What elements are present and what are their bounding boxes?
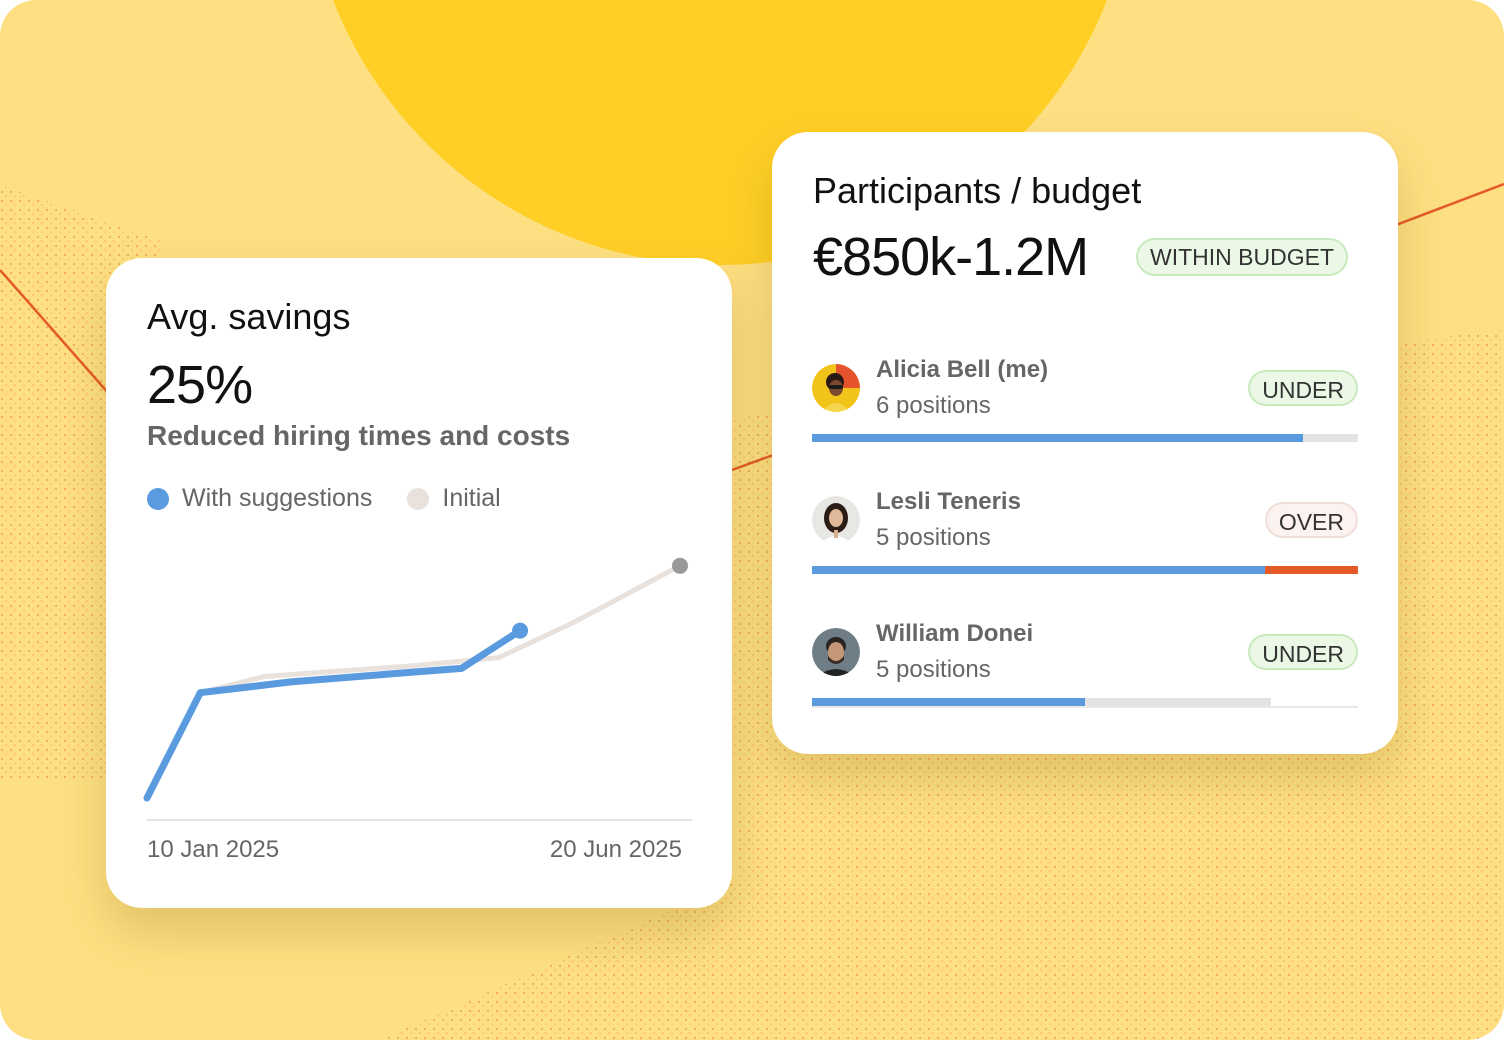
within-budget-badge: WITHIN BUDGET xyxy=(1136,238,1348,276)
series-end-point-with-suggestions xyxy=(512,622,529,639)
accent-line-mid xyxy=(731,452,777,472)
progress-fill xyxy=(812,434,1304,442)
series-end-point-initial xyxy=(672,557,688,574)
budget-progress-bar xyxy=(812,566,1358,574)
participant-row[interactable]: Alicia Bell (me) 6 positions UNDER xyxy=(812,356,1358,466)
participant-positions: 5 positions xyxy=(876,656,991,683)
legend-label-with-suggestions: With suggestions xyxy=(182,484,373,512)
participant-row[interactable]: Lesli Teneris 5 positions OVER xyxy=(812,488,1358,598)
legend-label-initial: Initial xyxy=(442,484,501,512)
x-axis-start-label: 10 Jan 2025 xyxy=(147,836,280,863)
accent-line-left xyxy=(0,269,111,396)
budget-card: Participants / budget €850k-1.2M WITHIN … xyxy=(772,132,1398,754)
avatar-lesli-icon xyxy=(812,496,860,544)
budget-progress-bar xyxy=(812,434,1358,442)
savings-title: Avg. savings xyxy=(147,296,351,337)
budget-value: €850k-1.2M xyxy=(813,227,1089,287)
series-line-initial xyxy=(144,563,683,801)
savings-subtitle: Reduced hiring times and costs xyxy=(147,420,571,451)
savings-value: 25% xyxy=(147,355,253,415)
series-line-with-suggestions xyxy=(143,627,524,802)
row-divider xyxy=(812,706,1358,708)
avatar-william-icon xyxy=(812,628,860,676)
participant-name: Lesli Teneris xyxy=(876,488,1021,515)
budget-progress-bar xyxy=(812,698,1271,706)
status-badge: OVER xyxy=(1264,502,1358,538)
participant-positions: 5 positions xyxy=(876,524,991,551)
chart-legend: With suggestions Initial xyxy=(147,484,536,513)
participant-name: Alicia Bell (me) xyxy=(876,356,1049,383)
x-axis-end-label: 20 Jun 2025 xyxy=(549,836,682,863)
savings-line-chart xyxy=(143,557,692,821)
status-badge: UNDER xyxy=(1248,634,1358,670)
budget-title: Participants / budget xyxy=(813,170,1142,211)
legend-item-with-suggestions: With suggestions xyxy=(147,484,372,513)
savings-card: Avg. savings 25% Reduced hiring times an… xyxy=(106,258,732,908)
legend-dot-beige-icon xyxy=(407,487,430,510)
status-badge: UNDER xyxy=(1248,370,1358,406)
participant-positions: 6 positions xyxy=(876,392,991,419)
avatar-alicia-icon xyxy=(812,364,860,412)
participant-row[interactable]: William Donei 5 positions UNDER xyxy=(812,620,1358,730)
accent-line-right xyxy=(1395,182,1504,227)
legend-item-initial: Initial xyxy=(407,484,501,513)
progress-fill xyxy=(812,566,1266,574)
legend-dot-blue-icon xyxy=(147,487,169,510)
over-budget-fill xyxy=(1265,566,1358,574)
progress-fill xyxy=(812,698,1085,706)
participant-name: William Donei xyxy=(876,620,1034,647)
